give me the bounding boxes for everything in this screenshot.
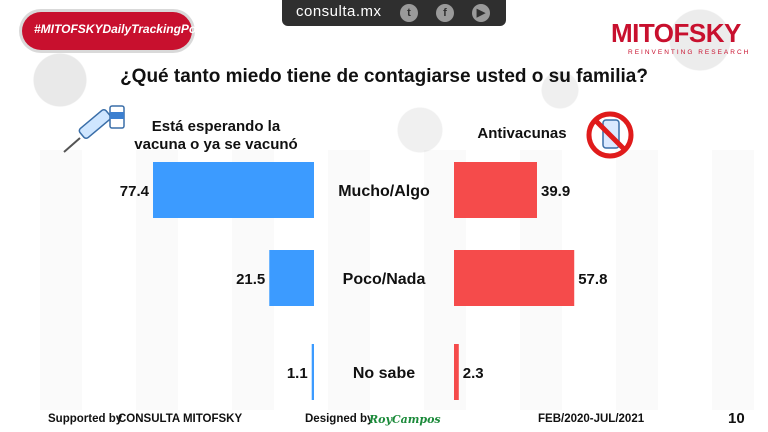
left-series-header: Está esperando la vacuna o ya se vacunó [134,118,298,153]
top-bar: consulta.mx t f ▶ [282,0,506,26]
value-label-left-1: 21.5 [236,271,265,288]
category-label-1: Poco/Nada [343,271,426,288]
value-label-right-2: 2.3 [463,365,484,382]
hashtag-badge: #MITOFSKYDailyTrackingPoll [22,12,203,50]
vaccine-syringe-icon [63,105,125,153]
youtube-icon[interactable]: ▶ [472,4,490,22]
no-vaccine-icon [586,111,634,159]
logo: MITOFSKY [611,18,741,48]
badge-text: #MITOFSKYDailyTrackingPoll [34,22,203,36]
footer-designed: Designed by [305,413,374,425]
bar-left-0 [153,162,314,218]
value-label-left-2: 1.1 [287,365,308,382]
bar-right-1 [454,250,575,306]
logo-tagline: REINVENTING RESEARCH [628,49,751,56]
bar-right-2 [454,344,459,400]
bar-left-2 [311,344,314,400]
page-number: 10 [728,410,745,427]
category-label-2: No sabe [353,365,415,382]
footer-dates: FEB/2020-JUL/2021 [538,413,645,425]
background-watermark [0,150,768,410]
footer-consulta: CONSULTA MITOFSKY [118,413,243,425]
value-label-right-0: 39.9 [541,183,570,200]
category-label-0: Mucho/Algo [338,183,430,200]
chart-title: ¿Qué tanto miedo tiene de contagiarse us… [120,66,648,87]
right-series-header: Antivacunas [477,125,567,142]
footer-supported: Supported by [48,413,123,425]
value-label-left-0: 77.4 [120,183,150,200]
bar-right-0 [454,162,537,218]
footer-designer: RoyCampos [369,413,441,426]
value-label-right-1: 57.8 [578,271,607,288]
site-link[interactable]: consulta.mx [296,3,382,20]
twitter-icon[interactable]: t [400,4,418,22]
facebook-icon[interactable]: f [436,4,454,22]
bar-left-1 [269,250,314,306]
